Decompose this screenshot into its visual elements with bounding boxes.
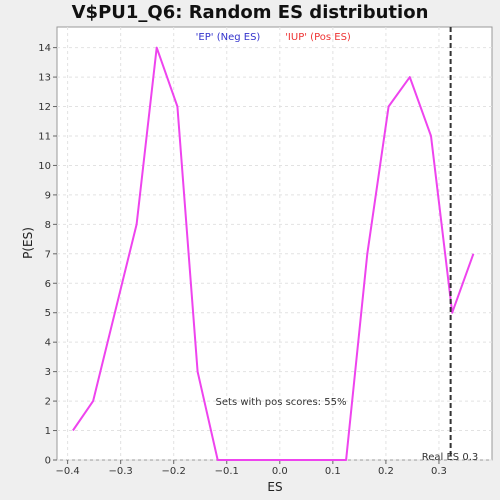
y-tick-label: 3 — [45, 367, 51, 378]
series-layer — [72, 46, 475, 461]
legend-entry-pos: 'IUP' (Pos ES) — [285, 32, 351, 43]
plot-background — [56, 26, 493, 461]
y-tick-label: 10 — [38, 161, 51, 172]
y-axis-title: P(ES) — [21, 227, 35, 259]
y-tick-label: 1 — [45, 426, 51, 437]
y-tick-label: 2 — [45, 397, 51, 408]
x-axis-title: ES — [267, 480, 282, 494]
x-tick-label: −0.3 — [109, 466, 133, 477]
y-tick-label: 13 — [38, 73, 51, 84]
series-line — [72, 46, 475, 461]
x-tick-label: −0.4 — [55, 466, 79, 477]
chart-title: V$PU1_Q6: Random ES distribution — [72, 2, 429, 23]
y-tick-label: 12 — [38, 102, 51, 113]
y-tick-label: 6 — [45, 279, 51, 290]
legend-entry-neg: 'EP' (Neg ES) — [196, 32, 261, 43]
y-tick-label: 5 — [45, 308, 51, 319]
x-tick-label: −0.2 — [162, 466, 186, 477]
real-es-label: Real ES 0.3 — [422, 452, 478, 463]
y-tick-label: 14 — [38, 43, 51, 54]
x-tick-label: −0.1 — [215, 466, 239, 477]
x-tick-label: 0.1 — [325, 466, 341, 477]
y-tick-label: 0 — [45, 456, 51, 467]
y-tick-label: 11 — [38, 131, 51, 142]
y-tick-label: 4 — [45, 338, 51, 349]
x-tick-label: 0.0 — [272, 466, 288, 477]
y-tick-label: 7 — [45, 249, 51, 260]
x-tick-label: 0.2 — [378, 466, 394, 477]
grid — [57, 27, 492, 461]
pos-scores-annotation: Sets with pos scores: 55% — [216, 397, 347, 408]
y-tick-label: 9 — [45, 190, 51, 201]
x-tick-label: 0.3 — [431, 466, 447, 477]
y-tick-label: 8 — [45, 220, 51, 231]
